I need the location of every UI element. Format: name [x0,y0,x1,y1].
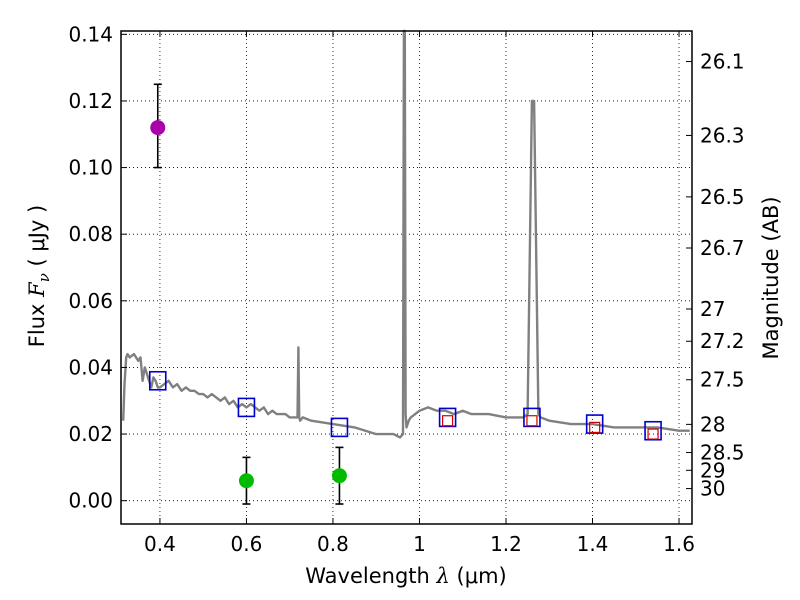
y2-axis-label: Magnitude (AB) [759,196,783,359]
y-tick-label: 0.00 [68,489,113,513]
observed-optical-point [238,473,254,489]
observed-nir-marker [589,421,601,433]
x-tick-label: 0.4 [144,532,176,556]
y2-tick-label: 28 [700,412,725,436]
x-tick-label: 1 [413,532,426,556]
x-axis-label: Wavelength λ (μm) [305,564,506,588]
model-spectrum-line [122,29,690,439]
y-tick-label: 0.12 [68,89,113,113]
model-photometry-marker [644,420,662,441]
observed-optical-point [150,120,166,136]
y-tick-label: 0.02 [68,422,113,446]
model-photometry-marker [523,407,541,428]
model-spectrum-series [122,29,690,439]
observed-nir-marker [647,428,659,440]
photometry-markers [148,83,662,505]
observed-optical-point [331,468,347,484]
x-tick-label: 1.6 [663,532,695,556]
observed-nir-marker [441,415,454,427]
y-tick-label: 0.14 [68,22,113,46]
y2-tick-label: 29 [700,458,725,482]
model-photometry-marker [237,397,256,418]
model-photometry-marker [148,370,167,391]
y2-tick-label: 26.3 [700,123,745,147]
axis-ticks: 0.4 0.6 0.8 1 1.2 1.4 1.6 0.00 0.02 0.04 0.06 0.08 0… [68,22,744,556]
y2-tick-label: 28.5 [700,441,745,465]
y-tick-label: 0.06 [68,289,113,313]
y-axis-label: Flux Fν ( μJy ) [25,205,53,347]
x-tick-label: 0.8 [317,532,349,556]
y-tick-label: 0.08 [68,222,113,246]
y2-tick-label: 27 [700,297,725,321]
y-tick-label: 0.10 [68,156,113,180]
y2-tick-label: 27.2 [700,329,745,353]
observed-nir-marker [526,415,538,427]
model-photometry-marker [438,407,457,428]
x-tick-label: 0.6 [231,532,263,556]
y-tick-label: 0.04 [68,355,113,379]
model-photometry-marker [585,414,604,434]
y2-tick-label: 30 [700,477,725,501]
y2-tick-label: 27.5 [700,368,745,392]
x-tick-label: 1.4 [577,532,609,556]
model-photometry-marker [330,417,349,438]
y2-tick-label: 26.7 [700,236,745,260]
y2-tick-label: 26.5 [700,185,745,209]
x-tick-label: 1.2 [490,532,522,556]
y2-tick-label: 26.1 [700,50,745,74]
plot-frame [120,30,693,525]
